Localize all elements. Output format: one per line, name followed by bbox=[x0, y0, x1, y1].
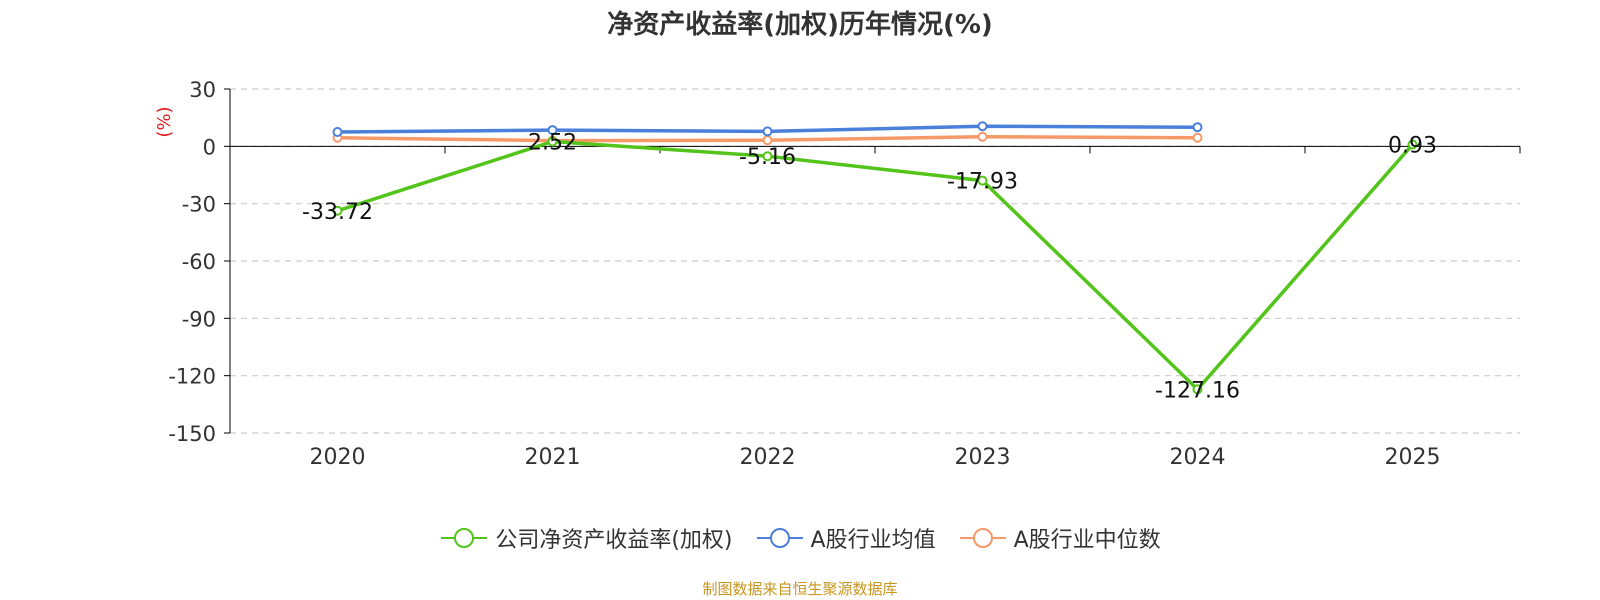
legend-item-company[interactable]: 公司净资产收益率(加权) bbox=[439, 522, 733, 554]
data-point-avg bbox=[977, 121, 988, 132]
data-point-company bbox=[762, 151, 773, 162]
x-tick-label: 2021 bbox=[525, 445, 581, 470]
y-tick-label: 0 bbox=[203, 135, 216, 159]
legend-swatch-company bbox=[441, 528, 488, 548]
data-point-avg bbox=[762, 126, 773, 137]
legend-label-avg: A股行业均值 bbox=[810, 528, 936, 553]
legend-label-median: A股行业中位数 bbox=[1013, 528, 1161, 553]
y-axis-label: (%) bbox=[154, 106, 175, 137]
x-tick-label: 2022 bbox=[740, 445, 796, 470]
data-label-company: -33.72 bbox=[302, 200, 373, 225]
data-label-company: -5.16 bbox=[739, 145, 796, 170]
data-label-company: -17.93 bbox=[947, 170, 1018, 195]
data-point-median bbox=[1192, 132, 1203, 143]
y-tick-label: -90 bbox=[182, 307, 216, 331]
y-tick-label: -30 bbox=[182, 193, 216, 217]
data-label-company: 0.93 bbox=[1388, 134, 1437, 159]
x-tick-label: 2023 bbox=[955, 445, 1011, 470]
data-point-company bbox=[1192, 384, 1203, 395]
legend-swatch-avg bbox=[756, 528, 803, 548]
data-point-company bbox=[332, 205, 343, 216]
data-source-note: 制图数据来自恒生聚源数据库 bbox=[702, 580, 898, 598]
data-point-company bbox=[547, 136, 558, 147]
x-tick-label: 2020 bbox=[310, 445, 366, 470]
chart-title: 净资产收益率(加权)历年情况(%) bbox=[607, 10, 993, 40]
chart-legend: 公司净资产收益率(加权) A股行业均值 A股行业中位数 bbox=[0, 522, 1600, 554]
legend-label-company: 公司净资产收益率(加权) bbox=[495, 528, 733, 553]
y-tick-label: 30 bbox=[189, 78, 216, 102]
legend-item-median[interactable]: A股行业中位数 bbox=[958, 522, 1161, 554]
legend-marker-avg bbox=[769, 528, 790, 548]
legend-swatch-median bbox=[959, 528, 1006, 548]
data-point-company bbox=[1407, 139, 1418, 150]
data-label-company: -127.16 bbox=[1155, 378, 1240, 403]
y-tick-label: -120 bbox=[168, 365, 216, 389]
legend-marker-median bbox=[972, 528, 993, 548]
legend-marker-company bbox=[454, 528, 475, 548]
data-point-avg bbox=[332, 127, 343, 137]
x-tick-label: 2024 bbox=[1170, 445, 1226, 470]
data-point-avg bbox=[547, 125, 558, 136]
data-label-company: 2.52 bbox=[528, 131, 577, 156]
data-point-avg bbox=[1192, 122, 1203, 133]
data-point-median bbox=[977, 131, 988, 142]
x-tick-label: 2025 bbox=[1385, 445, 1441, 470]
data-point-median bbox=[762, 135, 773, 146]
series-line-company bbox=[336, 139, 1414, 392]
y-tick-label: -150 bbox=[168, 422, 216, 446]
y-tick-label: -60 bbox=[182, 250, 216, 274]
legend-item-avg[interactable]: A股行业均值 bbox=[755, 522, 936, 554]
data-point-company bbox=[977, 175, 988, 186]
